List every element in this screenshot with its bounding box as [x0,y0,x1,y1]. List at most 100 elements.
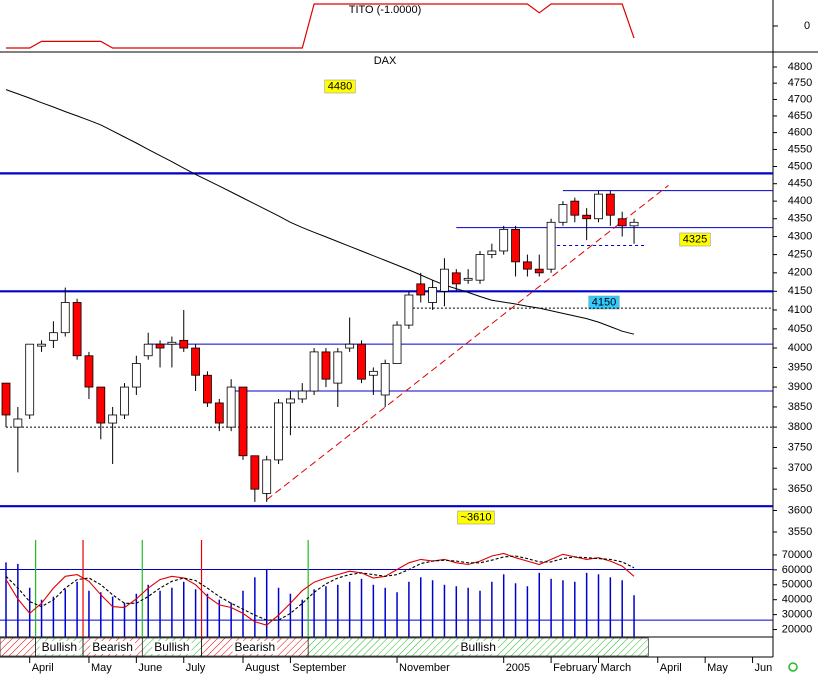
level-label: 4325 [683,233,707,245]
candle-body [167,341,177,345]
candle-body [214,402,224,424]
x-tick-label: August [245,662,279,674]
y-tick-label: 3650 [788,483,812,495]
level-label-box [457,510,495,525]
y-tick-label: 3900 [788,381,812,393]
level-label-box [679,232,711,247]
x-tick-label: May [707,662,728,674]
moving-average [5,89,635,335]
candle-body [120,386,129,416]
level-label-box [324,79,356,94]
status-icon [788,662,798,672]
region-label: Bearish [92,640,133,654]
candle-body [511,229,520,263]
candle-body [534,268,544,274]
candle-body [25,343,35,416]
chart-title: DAX [374,55,397,67]
y-tick-label: 3750 [788,441,812,453]
y-tick-label: 20000 [782,623,813,635]
y-tick-label: 4800 [788,61,812,73]
y-tick-label: 0 [804,20,810,32]
candle-body [523,261,532,270]
y-tick-label: 4450 [788,178,812,190]
x-tick-label: June [138,662,162,674]
y-tick-label: 30000 [782,609,813,621]
candle-body [570,200,580,216]
y-tick-label: 70000 [782,549,813,561]
y-tick-label: 4500 [788,160,812,172]
region-label: Bullish [42,640,77,654]
y-tick-label: 4050 [788,323,812,335]
y-tick-label: 4300 [788,230,812,242]
candle-body [37,343,46,347]
x-tick-label: March [601,662,632,674]
y-tick-label: 4100 [788,304,812,316]
candle-body [250,455,260,490]
region-label: Bearish [235,640,276,654]
candle-body [617,218,627,227]
candle-body [309,351,319,392]
region-label-box [152,641,192,654]
candle-body [475,254,485,281]
candle-body [155,343,165,349]
level-label: 4150 [592,296,616,308]
candle-body [285,398,295,404]
candle-body [392,324,402,364]
indicator-line [6,3,635,49]
y-tick-label: 60000 [782,564,813,576]
x-tick-label: Jun [755,662,773,674]
level-label: ~3610 [461,511,492,523]
candle-body [108,414,118,424]
y-tick-label: 3850 [788,401,812,413]
region-label-box [39,641,80,654]
y-tick-label: 3550 [788,526,812,538]
candle-body [594,193,603,220]
candle-body [49,332,58,341]
candle-body [428,287,438,303]
region-label: Bullish [461,640,496,654]
candle-body [546,221,556,270]
y-tick-label: 4250 [788,248,812,260]
candle-body [345,343,355,349]
y-tick-label: 50000 [782,579,813,591]
region-label-box [90,641,135,654]
candle-body [179,339,189,349]
x-tick-label: 2005 [506,662,530,674]
candle-body [262,459,272,494]
candle-body [1,382,11,416]
candle-body [96,386,106,424]
y-tick-label: 3700 [788,462,812,474]
y-tick-label: 4000 [788,342,812,354]
candle-body [380,363,390,396]
candle-body [238,386,248,457]
region-label: Bullish [154,640,189,654]
x-tick-label: April [660,662,682,674]
candle-body [558,204,568,223]
candle-body [582,214,592,220]
y-tick-label: 4550 [788,143,812,155]
candle-body [463,277,473,281]
candle-body [499,229,509,252]
candle-body [357,343,366,380]
x-tick-label: September [292,662,346,674]
indicator-title: TITO (-1.0000) [349,4,422,16]
y-tick-label: 4200 [788,267,812,279]
signal-region [0,637,36,657]
oscillator-line [5,555,635,621]
y-tick-label: 4150 [788,285,812,297]
candle-body [297,390,307,400]
x-tick-label: February [553,662,598,674]
candle-body [629,221,639,227]
candle-body [143,343,153,357]
y-tick-label: 4700 [788,93,812,105]
candle-body [440,268,449,292]
candle-body [416,283,426,296]
y-tick-label: 4650 [788,110,812,122]
candle-body [333,351,343,384]
candle-body [321,351,331,380]
y-tick-label: 3800 [788,421,812,433]
oscillator-line [5,552,635,626]
x-tick-label: July [186,662,206,674]
candle-body [131,363,141,388]
